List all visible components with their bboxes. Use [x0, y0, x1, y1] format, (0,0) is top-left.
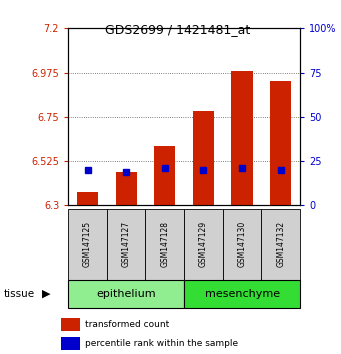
- Text: transformed count: transformed count: [85, 320, 169, 329]
- Bar: [262, 209, 300, 280]
- Text: GSM147127: GSM147127: [122, 221, 131, 267]
- Bar: [61, 318, 80, 331]
- Bar: [184, 280, 300, 308]
- Bar: [232, 70, 253, 205]
- Text: percentile rank within the sample: percentile rank within the sample: [85, 339, 238, 348]
- Text: GSM147129: GSM147129: [199, 221, 208, 267]
- Bar: [154, 146, 176, 205]
- Bar: [68, 280, 184, 308]
- Text: tissue: tissue: [3, 289, 34, 299]
- Bar: [270, 81, 292, 205]
- Text: GSM147128: GSM147128: [160, 221, 169, 267]
- Text: mesenchyme: mesenchyme: [205, 289, 280, 299]
- Text: ▶: ▶: [42, 289, 50, 299]
- Text: GSM147125: GSM147125: [83, 221, 92, 267]
- Bar: [61, 337, 80, 350]
- Bar: [184, 209, 223, 280]
- Bar: [146, 209, 184, 280]
- Bar: [107, 209, 146, 280]
- Text: GDS2699 / 1421481_at: GDS2699 / 1421481_at: [105, 23, 250, 36]
- Bar: [116, 172, 137, 205]
- Bar: [193, 111, 214, 205]
- Text: GSM147130: GSM147130: [238, 221, 247, 267]
- Bar: [77, 192, 98, 205]
- Text: epithelium: epithelium: [97, 289, 156, 299]
- Bar: [223, 209, 262, 280]
- Bar: [68, 209, 107, 280]
- Text: GSM147132: GSM147132: [276, 221, 285, 267]
